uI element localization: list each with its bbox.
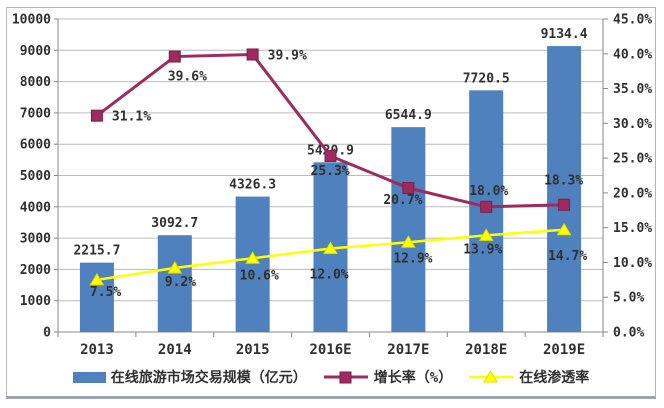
svg-text:2015: 2015: [236, 342, 270, 358]
svg-text:0: 0: [43, 326, 51, 341]
svg-text:8000: 8000: [20, 75, 51, 90]
svg-text:2016E: 2016E: [309, 342, 351, 358]
svg-text:2013: 2013: [80, 342, 114, 358]
svg-text:18.0%: 18.0%: [469, 184, 508, 199]
svg-text:6000: 6000: [20, 138, 51, 153]
svg-text:35.0%: 35.0%: [613, 82, 652, 97]
svg-text:2019E: 2019E: [543, 342, 585, 358]
svg-text:2018E: 2018E: [465, 342, 507, 358]
svg-text:15.0%: 15.0%: [613, 221, 652, 236]
svg-text:3000: 3000: [20, 232, 51, 247]
svg-text:2017E: 2017E: [387, 342, 429, 358]
svg-text:18.3%: 18.3%: [544, 174, 583, 189]
svg-text:7000: 7000: [20, 106, 51, 121]
svg-text:25.3%: 25.3%: [311, 164, 350, 179]
svg-text:9000: 9000: [20, 44, 51, 59]
svg-text:39.9%: 39.9%: [268, 48, 307, 63]
chart-legend: 在线旅游市场交易规模（亿元） 增长率（%） 在线渗透率: [7, 364, 655, 390]
svg-text:12.9%: 12.9%: [393, 251, 432, 266]
svg-text:39.6%: 39.6%: [168, 70, 207, 85]
svg-text:5.0%: 5.0%: [613, 291, 644, 306]
svg-text:10000: 10000: [12, 13, 51, 28]
svg-text:30.0%: 30.0%: [613, 117, 652, 132]
svg-text:14.7%: 14.7%: [548, 249, 587, 264]
svg-text:12.0%: 12.0%: [310, 268, 349, 283]
svg-text:6544.9: 6544.9: [385, 108, 432, 123]
svg-text:45.0%: 45.0%: [613, 13, 652, 28]
svg-text:7720.5: 7720.5: [463, 71, 510, 86]
svg-text:40.0%: 40.0%: [613, 47, 652, 62]
svg-text:2215.7: 2215.7: [73, 244, 120, 259]
legend-label-market-scale: 在线旅游市场交易规模（亿元）: [110, 370, 307, 386]
legend-label-growth-rate: 增长率（%）: [373, 370, 453, 386]
svg-text:4000: 4000: [20, 200, 51, 215]
svg-text:25.0%: 25.0%: [613, 152, 652, 167]
legend-item-growth-rate: 增长率（%）: [323, 367, 452, 387]
svg-text:2014: 2014: [158, 342, 192, 358]
svg-text:3092.7: 3092.7: [151, 216, 198, 231]
legend-item-penetration: 在线渗透率: [468, 367, 589, 387]
svg-text:5000: 5000: [20, 169, 51, 184]
svg-text:9.2%: 9.2%: [165, 275, 196, 290]
svg-text:2000: 2000: [20, 263, 51, 278]
chart-frame: 0 1000 2000 3000 4000 5000 6000 7000 8000 9000 100…: [6, 7, 656, 399]
svg-text:13.9%: 13.9%: [463, 242, 502, 257]
svg-text:4326.3: 4326.3: [229, 178, 276, 193]
svg-text:10.0%: 10.0%: [613, 256, 652, 271]
svg-text:20.0%: 20.0%: [613, 186, 652, 201]
legend-item-market-scale: 在线旅游市场交易规模（亿元）: [72, 367, 307, 387]
svg-text:1000: 1000: [20, 294, 51, 309]
combo-chart: 0 1000 2000 3000 4000 5000 6000 7000 8000 9000 100…: [12, 13, 652, 359]
svg-text:0.0%: 0.0%: [613, 326, 644, 341]
svg-text:7.5%: 7.5%: [90, 285, 121, 300]
svg-text:31.1%: 31.1%: [112, 110, 151, 125]
growth-line-swatch: [323, 371, 368, 384]
legend-label-penetration: 在线渗透率: [519, 370, 590, 386]
svg-text:9134.4: 9134.4: [541, 27, 588, 42]
svg-text:10.6%: 10.6%: [240, 268, 279, 283]
bar-series-swatch: [72, 371, 106, 383]
penetration-line-swatch: [469, 370, 514, 383]
svg-text:20.7%: 20.7%: [383, 193, 422, 208]
